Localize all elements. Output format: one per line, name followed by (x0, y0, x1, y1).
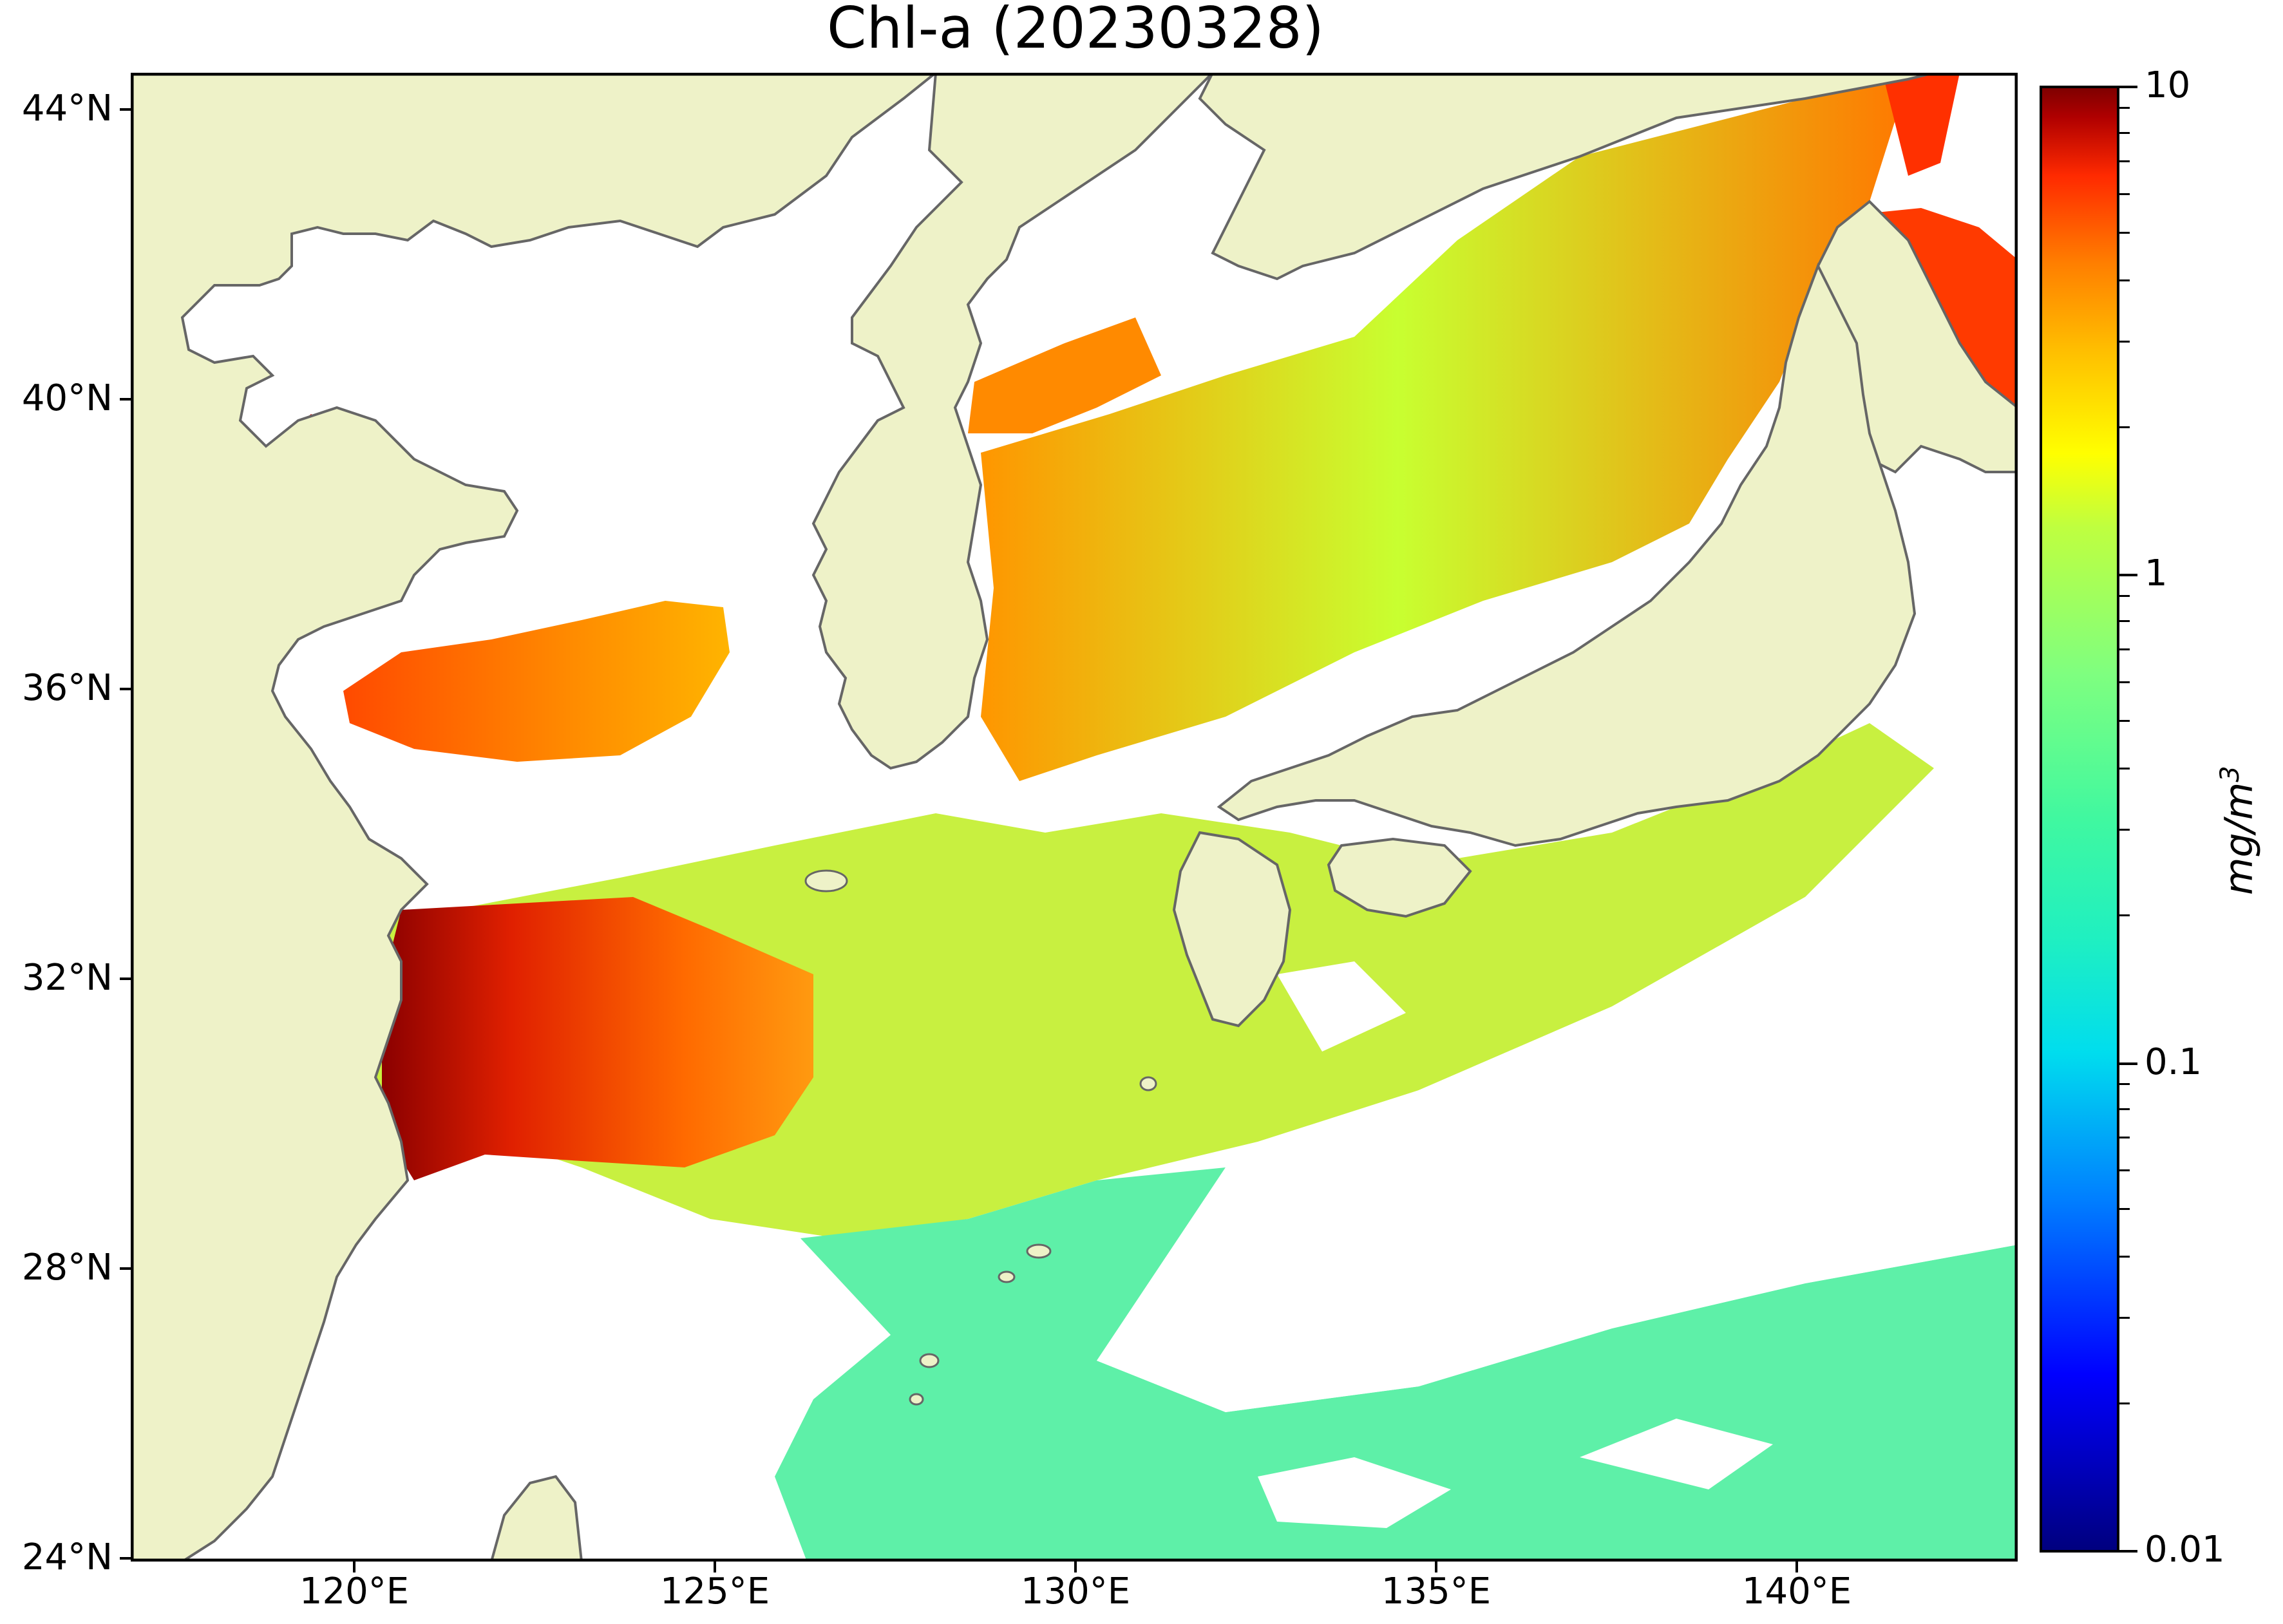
lon-label-130e: 130°E (1020, 1571, 1131, 1612)
lat-tick (120, 1557, 131, 1560)
colorbar-minor-tick (2119, 193, 2130, 195)
korea-land (811, 73, 1215, 770)
colorbar-label-0-1: 0.1 (2145, 1041, 2202, 1083)
colorbar-minor-tick (2119, 914, 2130, 916)
china-land (131, 73, 938, 1562)
colorbar-minor-tick (2119, 681, 2130, 683)
colorbar (2040, 86, 2119, 1553)
japan-sea-chl (981, 79, 1908, 781)
lat-label-24n: 24°N (21, 1536, 113, 1578)
colorbar-minor-tick (2119, 1108, 2130, 1110)
lat-tick (120, 977, 131, 980)
colorbar-minor-tick (2119, 620, 2130, 622)
lon-label-125e: 125°E (659, 1571, 770, 1612)
cloud-gap (1097, 897, 2018, 1412)
colorbar-minor-tick (2119, 1317, 2130, 1319)
colorbar-major-tick (2119, 574, 2137, 576)
colorbar-minor-tick (2119, 341, 2130, 343)
yellow-sea-bloom (343, 601, 730, 762)
colorbar-minor-tick (2119, 829, 2130, 831)
colorbar-major-tick (2119, 1550, 2137, 1553)
lon-label-120e: 120°E (299, 1571, 410, 1612)
lat-tick (120, 398, 131, 401)
colorbar-minor-tick (2119, 132, 2130, 134)
lat-label-28n: 28°N (21, 1247, 113, 1289)
map-border (131, 73, 2018, 1562)
colorbar-minor-tick (2119, 160, 2130, 162)
colorbar-unit-label: mg/m3 (2215, 766, 2262, 895)
colorbar-minor-tick (2119, 1402, 2130, 1404)
island (998, 1270, 1016, 1283)
cloud-gap (1258, 1457, 1451, 1528)
lat-tick (120, 1267, 131, 1270)
island (919, 1353, 940, 1368)
colorbar-minor-tick (2119, 232, 2130, 234)
cloud-gap (1277, 961, 1406, 1052)
colorbar-major-tick (2119, 1062, 2137, 1065)
island (909, 1393, 924, 1406)
jeju-island (804, 869, 848, 892)
russia-land (1198, 73, 1935, 281)
lon-tick (1074, 1562, 1077, 1572)
kyushu-land (1172, 831, 1292, 1028)
colorbar-major-tick (2119, 86, 2137, 88)
northern-bloom (1882, 73, 1960, 176)
colorbar-minor-tick (2119, 426, 2130, 428)
colorbar-label-10: 10 (2145, 64, 2191, 106)
colorbar-minor-tick (2119, 1256, 2130, 1258)
lon-tick (1435, 1562, 1437, 1572)
honshu-land (1217, 263, 1917, 847)
colorbar-minor-tick (2119, 1208, 2130, 1210)
lon-label-140e: 140°E (1741, 1571, 1852, 1612)
lon-label-135e: 135°E (1381, 1571, 1492, 1612)
colorbar-minor-tick (2119, 648, 2130, 650)
colorbar-minor-tick (2119, 107, 2130, 109)
colorbar-minor-tick (2119, 595, 2130, 597)
colorbar-minor-tick (2119, 768, 2130, 770)
colorbar-minor-tick (2119, 720, 2130, 722)
colorbar-minor-tick (2119, 279, 2130, 281)
lon-tick (1795, 1562, 1798, 1572)
unit-text: mg/m (2217, 782, 2262, 895)
lon-tick (714, 1562, 716, 1572)
shikoku-land (1327, 837, 1472, 918)
cloud-gap (1580, 1419, 1773, 1489)
lat-tick (120, 688, 131, 690)
colorbar-label-1: 1 (2145, 552, 2168, 594)
island (1139, 1076, 1157, 1091)
map-title: Chl-a (20230328) (827, 0, 1324, 61)
lon-tick (353, 1562, 355, 1572)
colorbar-minor-tick (2119, 1169, 2130, 1171)
lat-label-36n: 36°N (21, 667, 113, 709)
lat-tick (120, 108, 131, 111)
lat-label-32n: 32°N (21, 957, 113, 999)
lat-label-40n: 40°N (21, 377, 113, 419)
colorbar-minor-tick (2119, 1137, 2130, 1138)
colorbar-label-0-01: 0.01 (2145, 1529, 2225, 1571)
chlorophyll-map (131, 73, 2018, 1562)
taiwan-land (489, 1475, 583, 1562)
colorbar-minor-tick (2119, 1083, 2130, 1085)
korea-bay-chl (968, 317, 1161, 433)
lat-label-44n: 44°N (21, 88, 113, 129)
island (1026, 1243, 1052, 1259)
changjiang-bloom (382, 897, 813, 1180)
unit-exponent: 3 (2215, 766, 2245, 782)
